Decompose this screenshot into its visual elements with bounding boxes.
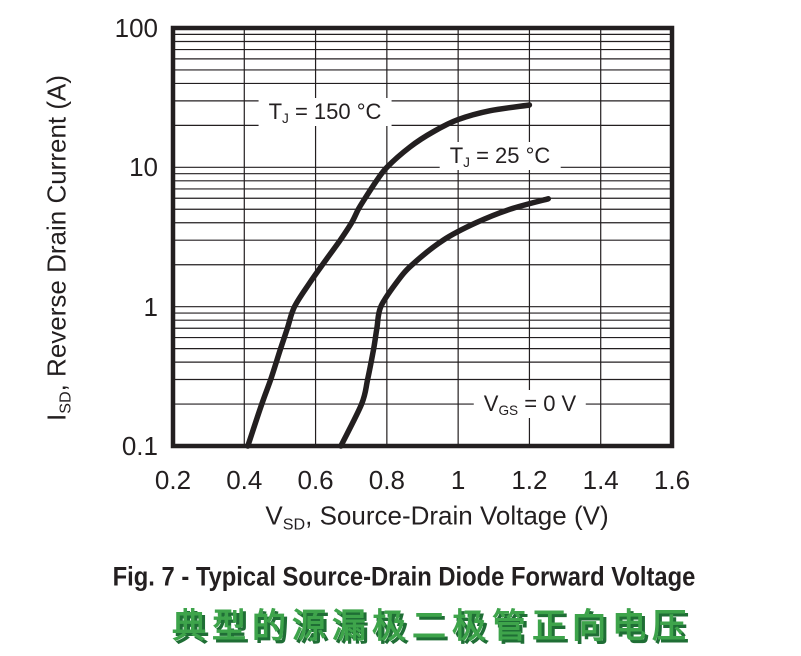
x-tick-label: 1.6 bbox=[653, 465, 691, 495]
label-text: = 0 V bbox=[518, 391, 577, 416]
y-axis-title-subscript: SD bbox=[56, 391, 74, 414]
x-tick-label: 1.4 bbox=[582, 465, 619, 495]
y-tick-label: 1 bbox=[143, 291, 158, 322]
label-symbol: T bbox=[268, 99, 283, 124]
label-subscript: GS bbox=[498, 402, 519, 418]
x-axis-title-text: , Source-Drain Voltage (V) bbox=[305, 500, 609, 531]
y-tick-label: 0.1 bbox=[121, 431, 158, 461]
x-tick-label: 0.4 bbox=[226, 465, 263, 495]
curve-tj-25c bbox=[338, 196, 552, 449]
x-tick-label: 1.2 bbox=[511, 465, 548, 495]
x-axis-title-symbol: V bbox=[265, 500, 283, 531]
figure-caption-chinese: 典型的源漏极二极管正向电压 bbox=[172, 607, 692, 646]
curve-label-tj-25c: TJ = 25 °C bbox=[439, 142, 561, 170]
curve-label-tj-150c: TJ = 150 °C bbox=[258, 98, 392, 126]
x-tick-label: 0.8 bbox=[368, 465, 405, 495]
y-tick-label: 100 bbox=[114, 13, 158, 43]
label-symbol: T bbox=[449, 143, 464, 168]
plot-border bbox=[170, 25, 675, 449]
label-text: = 25 °C bbox=[469, 143, 551, 168]
figure-caption: Fig. 7 - Typical Source-Drain Diode Forw… bbox=[112, 561, 696, 592]
y-axis-tick-labels: 100 10 1 0.1 bbox=[0, 0, 160, 500]
label-subscript: J bbox=[463, 154, 470, 170]
y-axis-title-symbol: I bbox=[41, 413, 72, 422]
x-tick-label: 1 bbox=[450, 465, 466, 495]
y-axis-title: ISD, Reverse Drain Current (A) bbox=[41, 74, 75, 422]
label-text: = 150 °C bbox=[288, 99, 382, 124]
x-tick-label: 0.2 bbox=[154, 465, 192, 495]
label-subscript: J bbox=[282, 110, 289, 126]
x-axis-title: VSD, Source-Drain Voltage (V) bbox=[265, 500, 609, 534]
y-axis-title-text: , Reverse Drain Current (A) bbox=[41, 74, 72, 392]
label-symbol: V bbox=[483, 391, 499, 416]
x-tick-label: 0.6 bbox=[297, 465, 334, 495]
condition-label-vgs-0v: VGS = 0 V bbox=[473, 390, 587, 418]
y-tick-label: 10 bbox=[129, 152, 158, 183]
x-axis-title-subscript: SD bbox=[282, 515, 306, 533]
curve-tj-150c bbox=[245, 102, 533, 449]
